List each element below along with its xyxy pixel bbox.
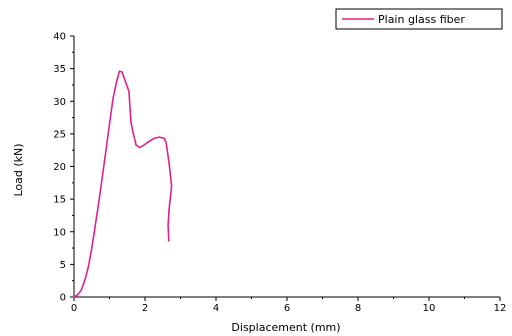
y-axis-title: Load (kN) bbox=[12, 143, 25, 196]
y-axis-ticks: 0 5 10 15 20 25 30 35 40 bbox=[53, 32, 74, 304]
legend-box bbox=[335, 8, 503, 30]
y-tick-label: 25 bbox=[53, 129, 66, 140]
y-tick-label: 5 bbox=[60, 260, 66, 271]
plot-axes bbox=[73, 36, 500, 298]
y-tick-label: 40 bbox=[53, 32, 66, 43]
x-tick-label: 12 bbox=[494, 303, 507, 314]
y-tick-label: 35 bbox=[53, 64, 66, 75]
x-tick-label: 2 bbox=[142, 303, 148, 314]
y-tick-label: 10 bbox=[53, 227, 66, 238]
legend-label: Plain glass fiber bbox=[378, 13, 465, 26]
x-tick-label: 0 bbox=[71, 303, 77, 314]
x-axis-title: Displacement (mm) bbox=[231, 321, 340, 334]
legend: Plain glass fiber bbox=[335, 8, 503, 30]
y-tick-label: 20 bbox=[53, 162, 66, 173]
series-layer bbox=[73, 70, 173, 298]
x-tick-label: 8 bbox=[355, 303, 361, 314]
x-tick-label: 10 bbox=[423, 303, 436, 314]
y-tick-label: 15 bbox=[53, 195, 66, 206]
y-tick-label: 30 bbox=[53, 97, 66, 108]
x-tick-label: 4 bbox=[213, 303, 219, 314]
x-tick-label: 6 bbox=[284, 303, 290, 314]
x-axis-ticks: 0 2 4 6 8 10 12 bbox=[71, 297, 507, 314]
y-tick-label: 0 bbox=[60, 293, 66, 304]
series-line-0 bbox=[73, 70, 173, 298]
